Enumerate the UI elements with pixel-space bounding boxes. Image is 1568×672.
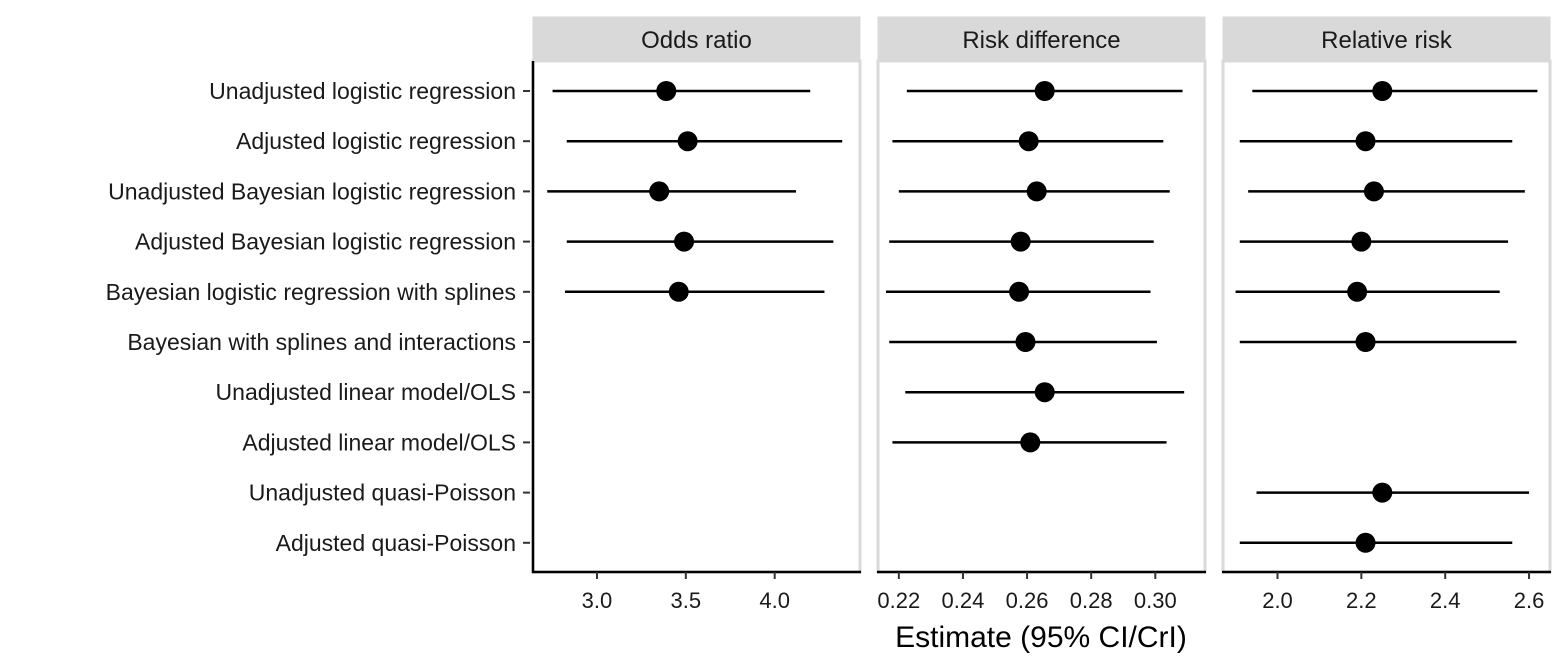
x-tick-label: 4.0 [759, 588, 790, 613]
point-estimate [1372, 482, 1393, 503]
y-tick-label: Bayesian with splines and interactions [127, 329, 516, 355]
y-tick-label: Adjusted linear model/OLS [242, 429, 516, 455]
point-estimate [649, 181, 670, 202]
panel-border [876, 59, 1207, 574]
y-tick-label: Adjusted quasi-Poisson [276, 530, 516, 556]
x-tick-label: 2.6 [1514, 588, 1545, 613]
x-tick-label: 0.24 [942, 588, 985, 613]
x-tick-label: 0.22 [877, 588, 920, 613]
x-axis-title: Estimate (95% CI/CrI) [895, 621, 1187, 654]
facet-panel: Risk difference 0.22 0.24 0.26 0.28 0.30 [876, 16, 1207, 613]
facet-strip [532, 16, 861, 62]
facet-panel: Odds ratio 3.0 3.5 4.0 [531, 16, 862, 613]
point-estimate [1034, 81, 1055, 101]
y-tick-label: Unadjusted linear model/OLS [216, 379, 516, 405]
y-tick-label: Unadjusted quasi-Poisson [249, 480, 516, 506]
x-tick-label: 0.30 [1134, 588, 1177, 613]
point-estimate [1355, 131, 1376, 152]
x-tick-label: 3.0 [582, 588, 613, 613]
facet-panels: Odds ratio 3.0 3.5 4.0 Risk difference 0.22 0.… [531, 16, 1552, 613]
x-tick-label: 0.28 [1070, 588, 1113, 613]
point-estimate [668, 281, 689, 302]
x-tick-label: 2.4 [1430, 588, 1461, 613]
point-estimate [1363, 181, 1384, 202]
point-estimate [1347, 281, 1368, 302]
point-estimate [1372, 81, 1393, 101]
row-labels: Unadjusted logistic regression Adjusted l… [106, 78, 530, 556]
point-estimate [1355, 332, 1376, 352]
point-estimate [1009, 281, 1030, 302]
facet-strip-label: Risk difference [962, 27, 1120, 54]
facet-strip-label: Odds ratio [641, 27, 752, 54]
point-estimate [1015, 332, 1036, 352]
point-estimate [656, 81, 677, 101]
x-tick-label: 0.26 [1006, 588, 1049, 613]
point-estimate [1351, 231, 1372, 252]
y-tick-label: Bayesian logistic regression with spline… [106, 279, 516, 305]
x-tick-label: 2.0 [1262, 588, 1293, 613]
y-tick-label: Adjusted logistic regression [236, 128, 516, 154]
point-estimate [1010, 231, 1031, 252]
facet-strip-label: Relative risk [1321, 27, 1453, 54]
point-estimate [677, 131, 698, 152]
facet-strip [877, 16, 1206, 62]
point-estimate [1018, 131, 1039, 152]
point-estimate [1026, 181, 1047, 202]
y-tick-label: Unadjusted Bayesian logistic regression [108, 178, 516, 204]
facet-strip [1222, 16, 1551, 62]
x-tick-label: 3.5 [671, 588, 702, 613]
point-estimate [1020, 432, 1041, 453]
y-tick-label: Adjusted Bayesian logistic regression [135, 229, 516, 255]
x-tick-label: 2.2 [1346, 588, 1377, 613]
point-estimate [1034, 382, 1055, 403]
y-tick-label: Unadjusted logistic regression [209, 78, 516, 104]
point-estimate [1355, 532, 1376, 553]
facet-panel: Relative risk 2.0 2.2 2.4 2.6 [1221, 16, 1552, 613]
point-estimate [674, 231, 695, 252]
